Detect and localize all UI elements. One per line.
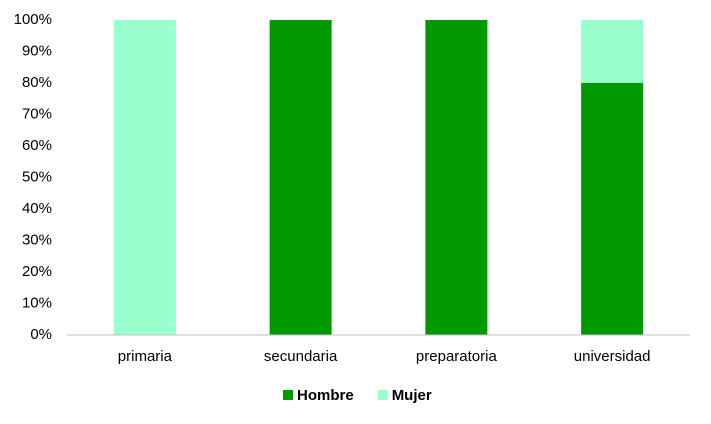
legend-swatch (283, 390, 293, 400)
y-tick-label: 50% (22, 168, 52, 185)
legend-label: Mujer (392, 387, 432, 404)
legend-label: Hombre (297, 387, 354, 404)
bar-segment (581, 83, 644, 335)
bar-segment (269, 20, 332, 335)
y-tick-label: 80% (22, 74, 52, 91)
y-tick-label: 30% (22, 231, 52, 248)
x-tick-label: secundaria (264, 348, 338, 365)
bar-segment (581, 20, 644, 83)
y-tick-label: 90% (22, 42, 52, 59)
y-tick-label: 10% (22, 294, 52, 311)
x-tick-label: primaria (118, 348, 173, 365)
y-tick-label: 40% (22, 200, 52, 217)
y-tick-label: 0% (30, 326, 52, 343)
y-tick-label: 100% (14, 11, 52, 28)
bar-segment (113, 20, 176, 335)
x-tick-label: preparatoria (416, 348, 498, 365)
y-tick-label: 70% (22, 105, 52, 122)
legend-swatch (377, 390, 388, 400)
y-tick-label: 60% (22, 137, 52, 154)
bar-segment (425, 20, 488, 335)
y-tick-label: 20% (22, 263, 52, 280)
x-tick-label: universidad (574, 348, 651, 365)
